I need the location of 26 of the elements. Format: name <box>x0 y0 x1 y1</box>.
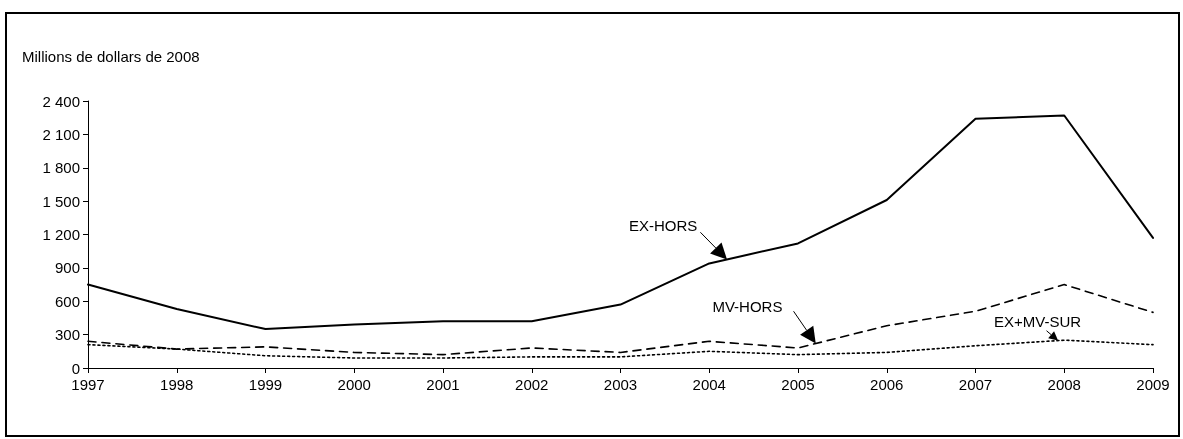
x-tick-label: 1998 <box>160 376 194 393</box>
y-tick-label: 900 <box>54 259 80 277</box>
series-label: EX+MV-SUR <box>994 313 1082 331</box>
x-tick-label: 2005 <box>781 376 815 393</box>
text: EX-HORS <box>628 216 698 234</box>
y-tick-label: 300 <box>54 326 80 344</box>
x-tick-label: 2006 <box>870 376 904 393</box>
x-tick-label: 2007 <box>958 376 993 393</box>
y-tick-label: 1 500 <box>42 192 80 210</box>
x-tick-label: 2002 <box>515 376 549 393</box>
y-tick-label: 2 400 <box>42 92 80 110</box>
x-tick-label: 2003 <box>603 376 638 393</box>
y-tick-label: 0 <box>71 359 80 377</box>
x-tick-label: 1999 <box>248 376 283 393</box>
x-tick-label: 2008 <box>1047 376 1081 393</box>
x-tick-label: 2009 <box>1136 376 1170 393</box>
x-tick-label: 2001 <box>426 376 460 393</box>
y-tick-label: 600 <box>54 292 80 310</box>
x-tick-label: 2004 <box>692 376 726 393</box>
y-tick-label: 2 100 <box>42 125 80 143</box>
series-label: MV-HORS <box>712 298 783 316</box>
x-tick-label: 1997 <box>71 376 105 393</box>
x-tick-label: 2000 <box>337 376 371 393</box>
y-tick-label: 1 200 <box>42 226 80 243</box>
y-tick-label: 1 800 <box>42 159 80 177</box>
y-axis-title: Millions de dollars de 2008 <box>22 48 200 65</box>
